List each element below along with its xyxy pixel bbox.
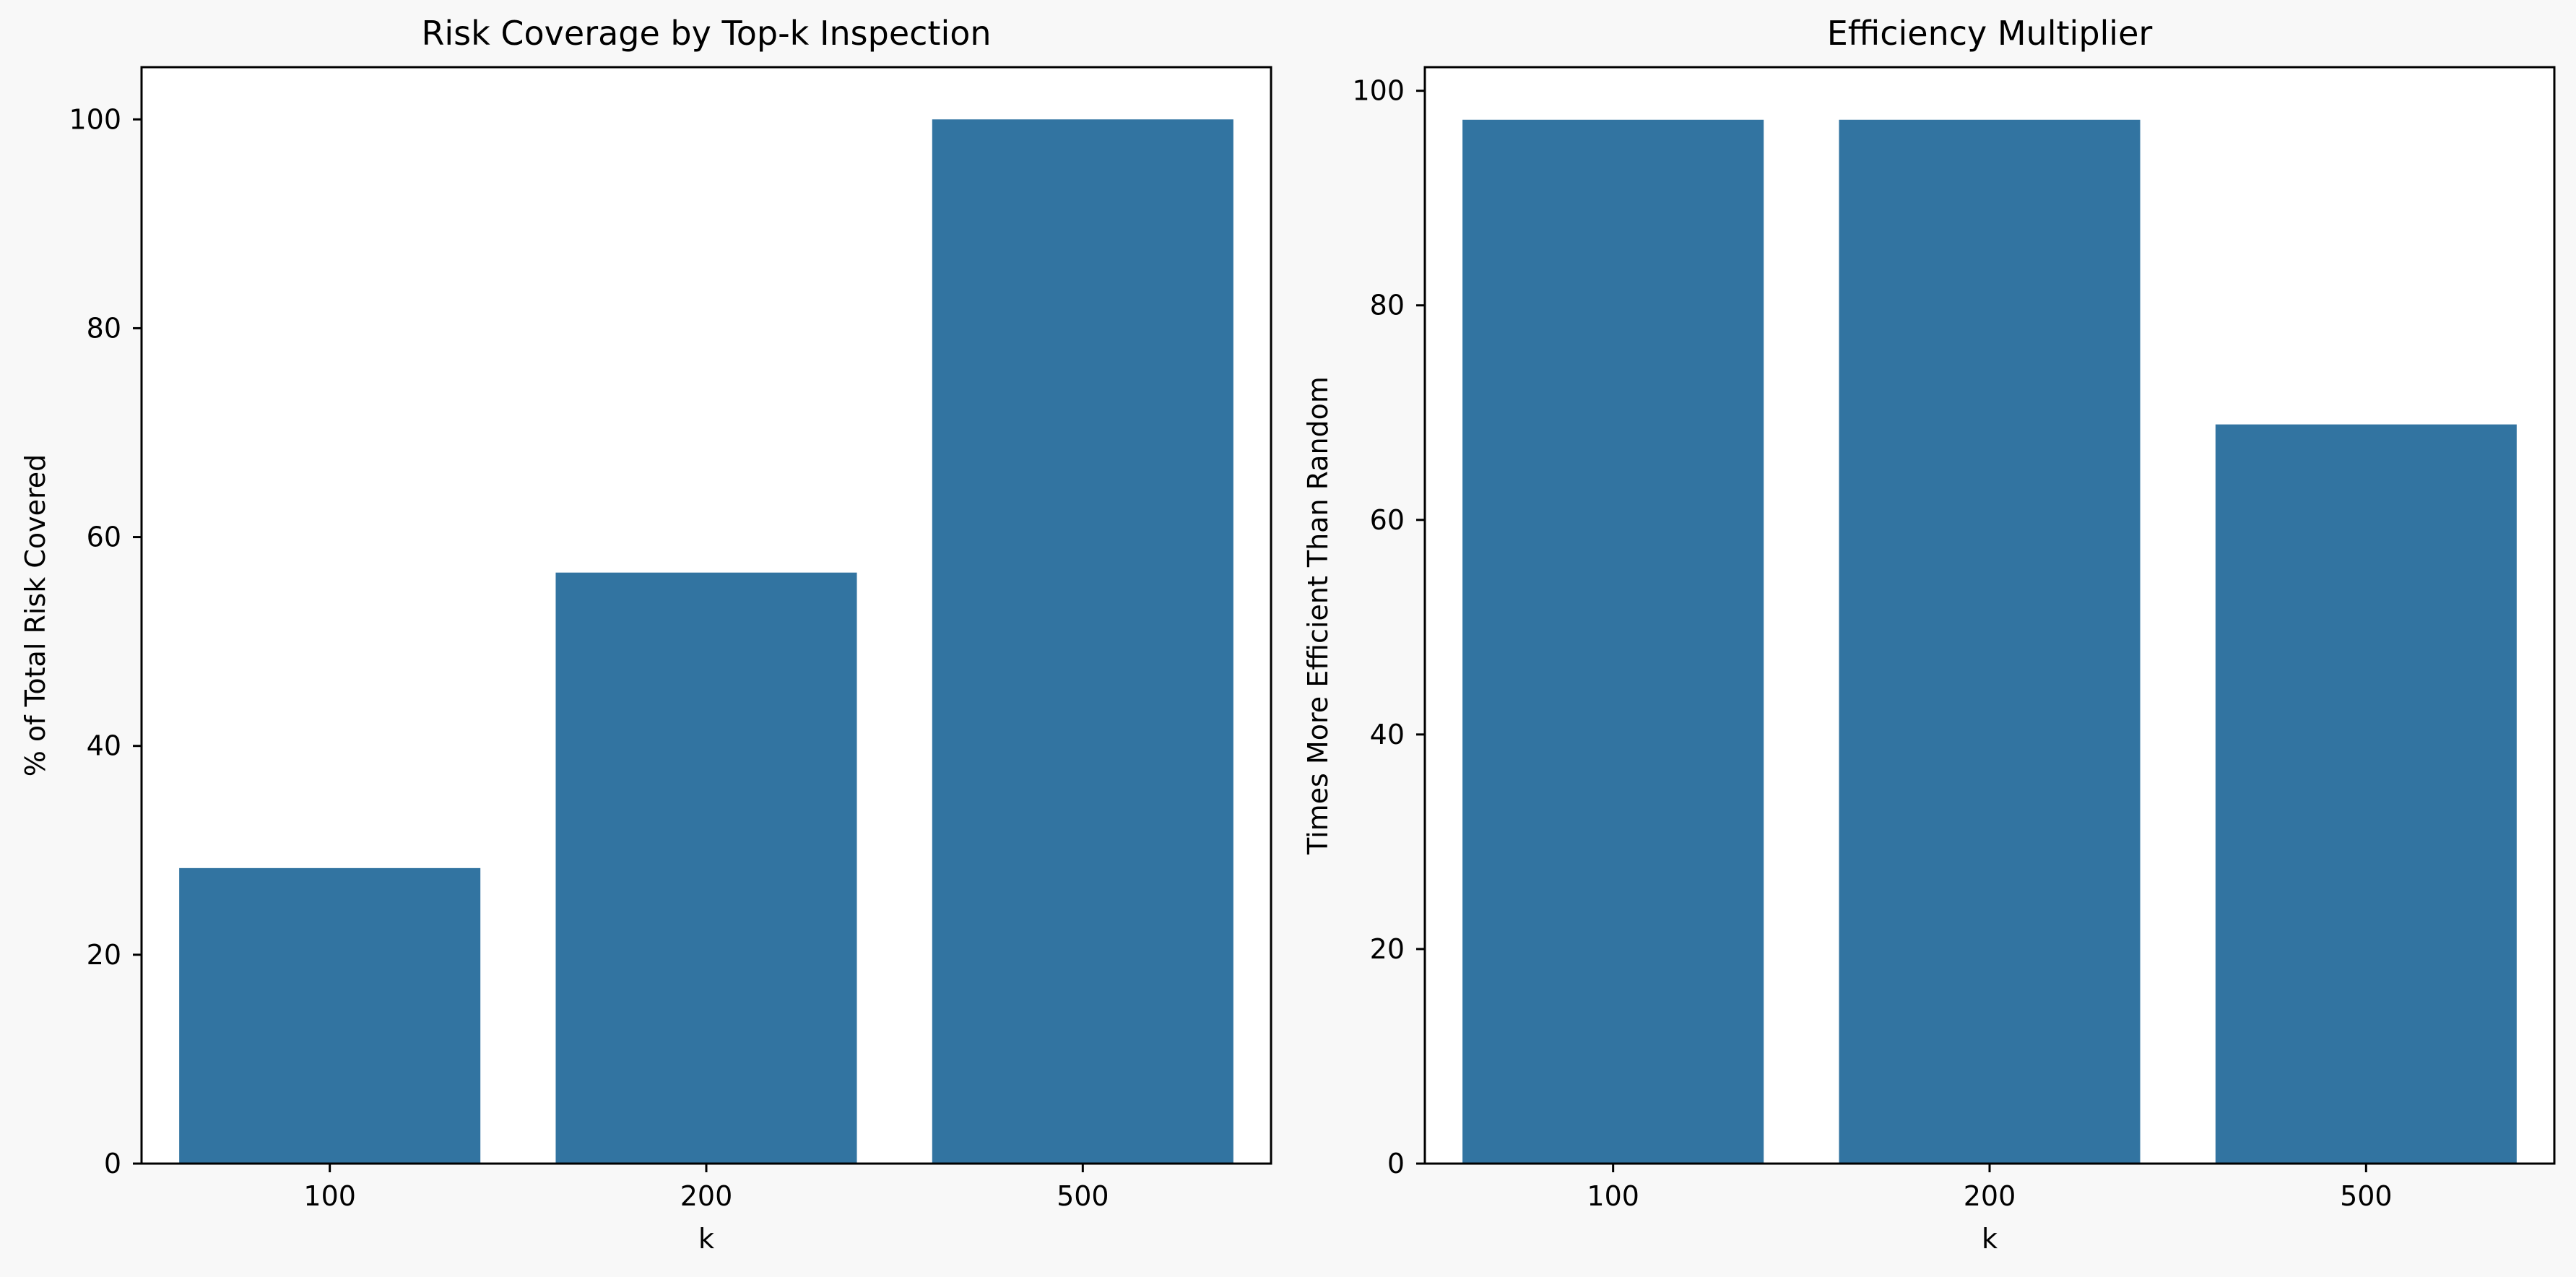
efficiency-bars <box>1462 119 2517 1164</box>
efficiency-y-tick-label: 60 <box>1370 504 1405 536</box>
coverage-y-tick-label: 80 <box>87 312 121 344</box>
efficiency-y-tick-label: 80 <box>1370 290 1405 321</box>
coverage-x-ticks: 100 200 500 <box>303 1164 1109 1212</box>
coverage-bar-200 <box>555 572 857 1164</box>
efficiency-chart: 0 20 40 60 80 100 100 200 500 Efficiency Multip… <box>1302 14 2556 1255</box>
efficiency-x-tick-label: 100 <box>1587 1180 1639 1212</box>
efficiency-x-axis-label: k <box>1982 1223 1998 1255</box>
efficiency-x-tick-label: 200 <box>1964 1180 2016 1212</box>
efficiency-y-axis-label: Times More Efficient Than Random <box>1302 376 1334 855</box>
coverage-bar-100 <box>179 867 481 1164</box>
coverage-y-ticks: 0 20 40 60 80 100 <box>69 103 142 1179</box>
coverage-bar-500 <box>932 119 1233 1164</box>
coverage-y-axis-label: % of Total Risk Covered <box>19 454 51 777</box>
coverage-chart-title: Risk Coverage by Top-k Inspection <box>421 14 991 53</box>
efficiency-x-tick-label: 500 <box>2340 1180 2393 1212</box>
efficiency-y-tick-label: 40 <box>1370 719 1405 750</box>
coverage-x-tick-label: 100 <box>303 1180 356 1212</box>
coverage-y-tick-label: 40 <box>87 730 121 762</box>
coverage-x-tick-label: 200 <box>680 1180 733 1212</box>
coverage-chart: 0 20 40 60 80 100 100 200 500 Risk Coverage by … <box>19 14 1272 1255</box>
coverage-y-tick-label: 0 <box>104 1148 121 1179</box>
coverage-x-tick-label: 500 <box>1057 1180 1109 1212</box>
coverage-x-axis-label: k <box>698 1223 714 1255</box>
efficiency-y-tick-label: 0 <box>1387 1148 1405 1179</box>
efficiency-x-ticks: 100 200 500 <box>1587 1164 2393 1212</box>
efficiency-bar-200 <box>1839 119 2141 1164</box>
efficiency-y-ticks: 0 20 40 60 80 100 <box>1352 75 1425 1179</box>
efficiency-bar-500 <box>2215 424 2517 1164</box>
coverage-y-tick-label: 60 <box>87 521 121 553</box>
coverage-bars <box>179 119 1233 1164</box>
efficiency-y-tick-label: 20 <box>1370 933 1405 965</box>
coverage-y-tick-label: 20 <box>87 939 121 971</box>
efficiency-chart-title: Efficiency Multiplier <box>1827 14 2153 53</box>
coverage-y-tick-label: 100 <box>69 103 121 135</box>
efficiency-y-tick-label: 100 <box>1352 75 1405 107</box>
efficiency-bar-100 <box>1462 119 1764 1164</box>
